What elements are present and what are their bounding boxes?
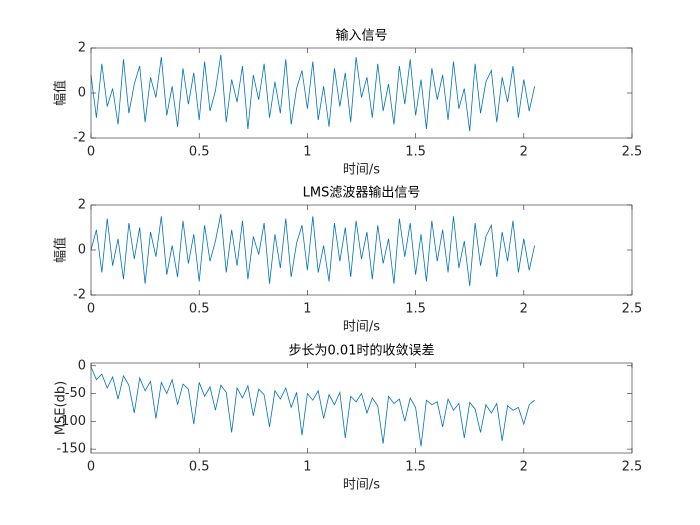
chart-title: 输入信号 xyxy=(335,28,387,44)
axes-box xyxy=(91,205,632,295)
data-line xyxy=(90,213,536,287)
y-axis-label: MSE(db) xyxy=(54,381,69,435)
y-tick-label: -2 xyxy=(73,131,86,146)
y-axis-label: 幅值 xyxy=(53,80,69,106)
x-tick-label: 2 xyxy=(520,145,528,160)
y-tick-label: -100 xyxy=(56,414,86,429)
axes-frame xyxy=(90,362,633,454)
y-axis-label: 幅值 xyxy=(53,237,69,263)
y-tick-label: -150 xyxy=(56,442,86,457)
x-axis-label: 时间/s xyxy=(343,320,380,335)
x-axis-label: 时间/s xyxy=(343,163,380,178)
x-tick-label: 1.5 xyxy=(405,460,426,475)
x-axis-label: 时间/s xyxy=(343,478,380,493)
x-tick-label: 2 xyxy=(520,460,528,475)
axes-box xyxy=(91,363,632,453)
x-tick-label: 1.5 xyxy=(405,302,426,317)
chart-title: LMS滤波器输出信号 xyxy=(303,185,421,201)
x-tick-label: 2.5 xyxy=(622,145,643,160)
chart-title: 步长为0.01时的收敛误差 xyxy=(289,343,435,359)
x-tick-label: 0 xyxy=(87,145,95,160)
x-tick-label: 1 xyxy=(303,460,311,475)
x-tick-label: 0 xyxy=(87,302,95,317)
x-tick-label: 1 xyxy=(303,145,311,160)
x-tick-label: 2.5 xyxy=(622,302,643,317)
x-tick-label: 0.5 xyxy=(189,302,210,317)
x-tick-label: 2 xyxy=(520,302,528,317)
y-tick-label: 2 xyxy=(78,41,86,56)
y-tick-label: 2 xyxy=(78,198,86,213)
y-tick-label: -2 xyxy=(73,288,86,303)
y-tick-label: 0 xyxy=(78,358,86,373)
y-tick-label: 0 xyxy=(78,86,86,101)
x-tick-label: 2.5 xyxy=(622,460,643,475)
axes-box xyxy=(91,48,632,138)
x-tick-label: 0.5 xyxy=(189,145,210,160)
x-tick-label: 0 xyxy=(87,460,95,475)
data-line xyxy=(90,54,536,132)
y-tick-label: 0 xyxy=(78,243,86,258)
x-tick-label: 1 xyxy=(303,302,311,317)
data-line xyxy=(90,366,535,447)
x-tick-label: 0.5 xyxy=(189,460,210,475)
x-tick-label: 1.5 xyxy=(405,145,426,160)
y-tick-label: -50 xyxy=(65,386,86,401)
